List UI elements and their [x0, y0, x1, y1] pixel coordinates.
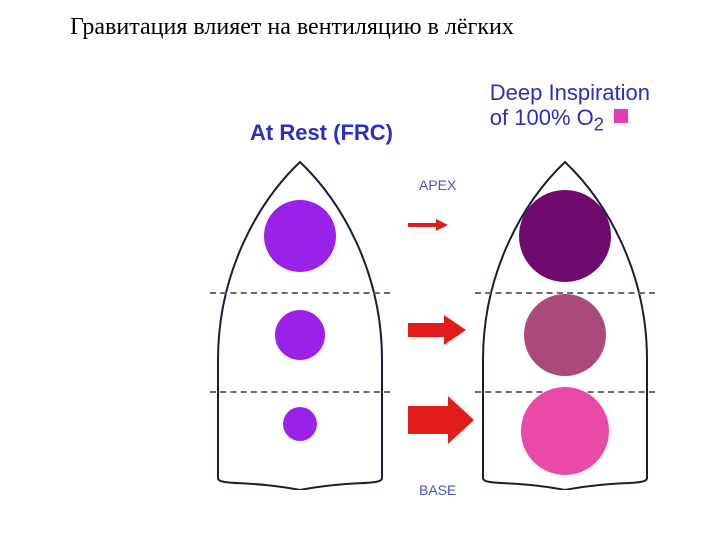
left-alveolus-1 [264, 200, 336, 272]
right-alveolus-2 [524, 294, 606, 376]
page-title: Гравитация влияет на вентиляцию в лёгких [70, 14, 514, 41]
label-deep-inspiration: Deep Inspiration of 100% O2 [490, 80, 650, 135]
lung-left-zone-line-2 [210, 391, 390, 393]
lung-right [475, 160, 655, 490]
left-alveolus-2 [275, 310, 325, 360]
label-right-line1: Deep Inspiration [490, 80, 650, 105]
left-alveolus-3 [283, 407, 317, 441]
legend-square-icon [614, 109, 628, 123]
lung-left-zone-line-1 [210, 292, 390, 294]
lung-left [210, 160, 390, 490]
base-label: BASE [419, 482, 456, 498]
right-alveolus-1 [519, 190, 611, 282]
label-right-line2: of 100% O2 [490, 105, 610, 130]
right-alveolus-3 [521, 387, 609, 475]
apex-label: APEX [419, 177, 456, 193]
label-at-rest: At Rest (FRC) [250, 120, 393, 146]
